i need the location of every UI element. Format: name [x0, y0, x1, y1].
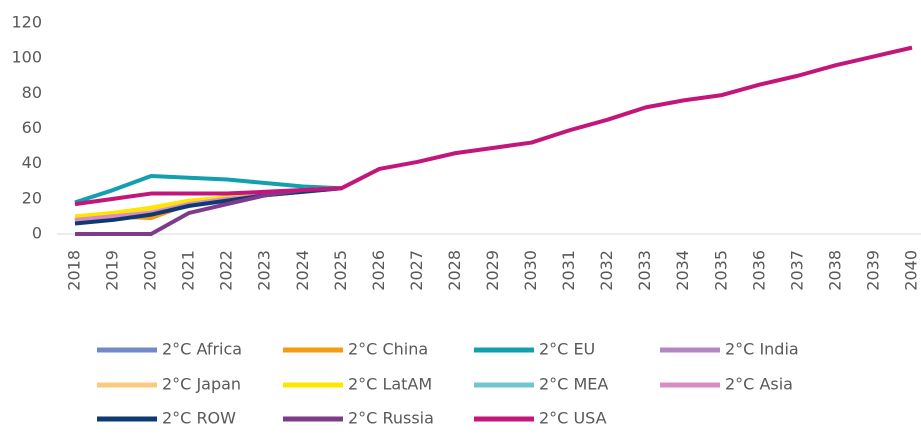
y-tick-label: 0: [32, 224, 42, 243]
legend-label: 2°C Africa: [162, 340, 242, 359]
y-tick-label: 40: [22, 153, 42, 172]
x-tick-label: 2023: [255, 250, 274, 291]
x-tick-label: 2022: [217, 250, 236, 291]
x-tick-label: 2034: [673, 250, 692, 291]
legend-label: 2°C ROW: [162, 409, 236, 428]
x-tick-label: 2039: [863, 250, 882, 291]
x-tick-label: 2028: [445, 250, 464, 291]
x-tick-label: 2040: [902, 250, 921, 291]
x-tick-label: 2026: [369, 250, 388, 291]
y-tick-label: 60: [22, 118, 42, 137]
y-tick-label: 80: [22, 83, 42, 102]
y-tick-label: 100: [11, 48, 42, 67]
y-tick-label: 20: [22, 188, 42, 207]
x-tick-label: 2033: [635, 250, 654, 291]
legend-label: 2°C Asia: [725, 375, 793, 394]
x-tick-label: 2037: [787, 250, 806, 291]
x-tick-label: 2024: [293, 250, 312, 291]
legend-label: 2°C Russia: [348, 409, 434, 428]
x-tick-label: 2019: [103, 250, 122, 291]
legend-label: 2°C India: [725, 340, 799, 359]
legend-label: 2°C MEA: [539, 375, 608, 394]
series-line: [74, 173, 342, 205]
x-tick-label: 2020: [141, 250, 160, 291]
x-tick-label: 2031: [559, 250, 578, 291]
x-tick-label: 2035: [711, 250, 730, 291]
x-tick-label: 2018: [65, 250, 84, 291]
legend-label: 2°C Japan: [162, 375, 241, 394]
y-tick-label: 120: [11, 13, 42, 32]
series-line: [74, 45, 913, 207]
x-tick-label: 2038: [825, 250, 844, 291]
x-tick-label: 2029: [483, 250, 502, 291]
x-tick-label: 2027: [407, 250, 426, 291]
legend-label: 2°C China: [348, 340, 428, 359]
x-tick-label: 2030: [521, 250, 540, 291]
x-tick-label: 2036: [749, 250, 768, 291]
legend-label: 2°C EU: [539, 340, 595, 359]
legend-label: 2°C LatAM: [348, 375, 432, 394]
legend-label: 2°C USA: [539, 409, 607, 428]
x-tick-label: 2025: [331, 250, 350, 291]
x-tick-label: 2032: [597, 250, 616, 291]
x-tick-label: 2021: [179, 250, 198, 291]
